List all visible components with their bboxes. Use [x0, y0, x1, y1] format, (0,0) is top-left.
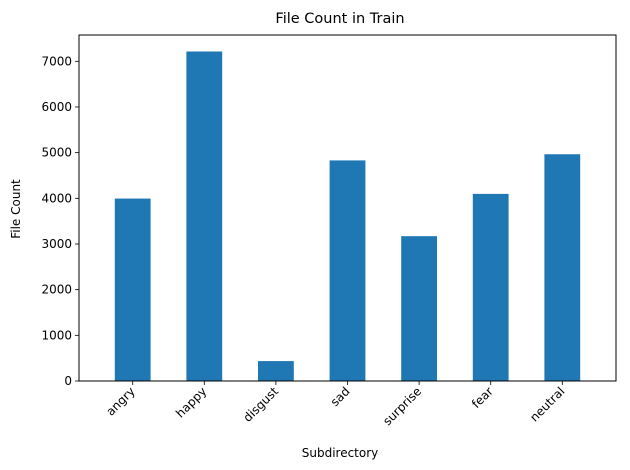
x-tick-label-neutral: neutral: [527, 384, 567, 424]
x-tick-label-angry: angry: [103, 384, 137, 418]
x-tick-label-sad: sad: [328, 384, 353, 409]
y-tick-label-5000: 5000: [41, 146, 72, 160]
x-tick-label-surprise: surprise: [380, 384, 424, 428]
x-axis-label: Subdirectory: [302, 446, 379, 460]
y-axis-label: File Count: [9, 179, 23, 239]
bar-sad: [329, 160, 366, 381]
y-tick-label-2000: 2000: [41, 283, 72, 297]
y-tick-label-1000: 1000: [41, 328, 72, 342]
bar-disgust: [258, 361, 294, 381]
x-tick-label-disgust: disgust: [240, 384, 281, 425]
bar-surprise: [401, 236, 437, 381]
y-tick-label-0: 0: [64, 374, 72, 388]
x-axis: angry happy disgust sad surprise fear neutral: [103, 381, 567, 428]
plot-frame: [78, 34, 617, 382]
y-tick-label-7000: 7000: [41, 54, 72, 68]
x-tick-label-fear: fear: [469, 384, 496, 411]
y-tick-label-3000: 3000: [41, 237, 72, 251]
chart-title: File Count in Train: [275, 11, 404, 27]
y-tick-label-6000: 6000: [41, 100, 72, 114]
bar-happy: [186, 51, 223, 382]
y-axis: 0 1000 2000 3000 4000 5000 6000 7000: [41, 54, 79, 388]
x-tick-label-happy: happy: [173, 384, 209, 420]
bar-neutral: [544, 154, 581, 381]
bars-group: [114, 51, 581, 382]
bar-angry: [114, 198, 151, 381]
bar-fear: [472, 193, 509, 381]
y-tick-label-4000: 4000: [41, 191, 72, 205]
